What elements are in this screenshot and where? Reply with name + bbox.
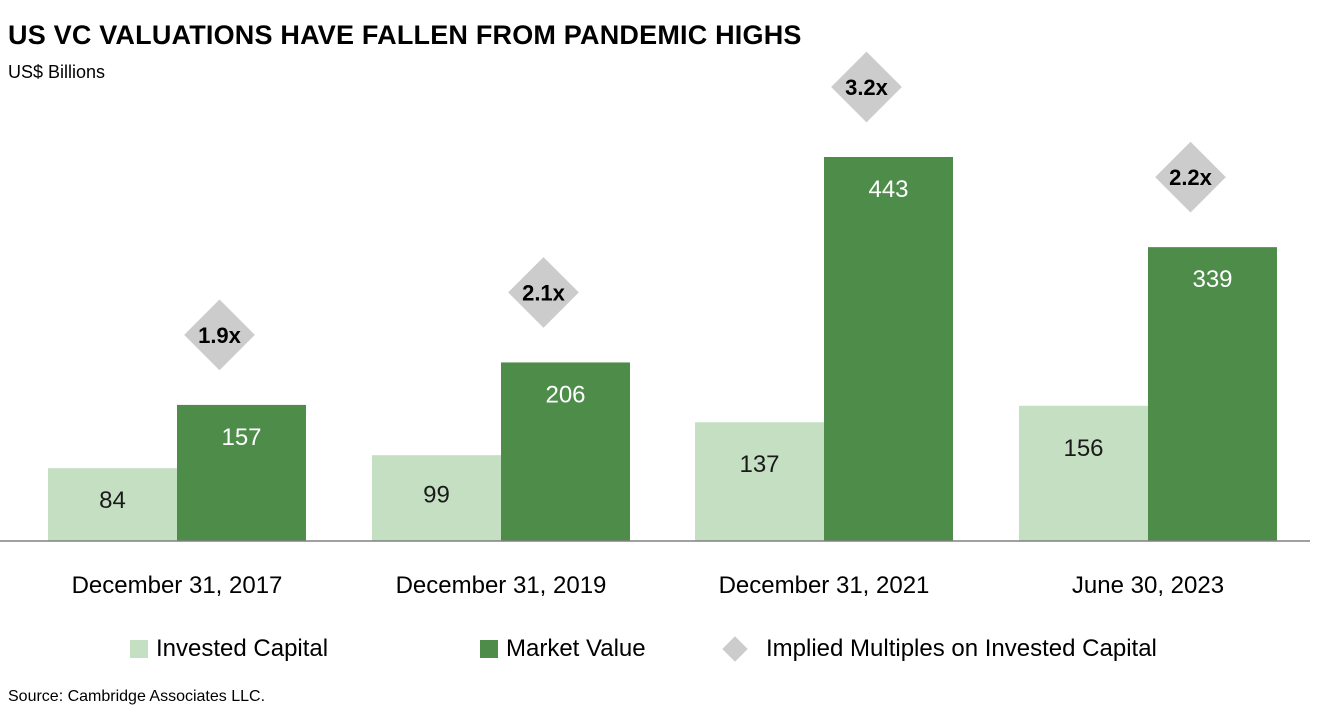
bar-market-value	[177, 404, 306, 541]
multiple-label: 2.2x	[1169, 165, 1213, 190]
bar-chart: 84 157 1.9x December 31, 2017 99 206 2.1x Decem…	[0, 51, 1310, 599]
legend-item-invested-capital: Invested Capital	[130, 632, 328, 666]
data-label: 206	[545, 381, 585, 408]
data-label: 156	[1063, 435, 1103, 462]
multiple-label: 2.1x	[522, 280, 566, 305]
legend: Invested Capital Market Value Implied Mu…	[0, 632, 1320, 666]
multiple-diamond	[1155, 141, 1226, 213]
x-tick-label: December 31, 2017	[72, 572, 283, 599]
bar-invested-capital	[48, 468, 177, 541]
bar-invested-capital	[372, 455, 501, 541]
bar-invested-capital	[1019, 405, 1148, 541]
multiple-label: 1.9x	[198, 323, 242, 348]
data-label: 137	[739, 451, 779, 478]
bar-market-value	[1148, 247, 1277, 541]
bar-market-value	[824, 157, 953, 541]
legend-label-market-value: Market Value	[506, 635, 646, 662]
bar-invested-capital	[695, 422, 824, 541]
legend-diamond-icon	[722, 636, 748, 662]
legend-item-implied-multiples: Implied Multiples on Invested Capital	[722, 632, 1157, 666]
bar-market-value	[501, 362, 630, 541]
legend-item-market-value: Market Value	[480, 632, 646, 666]
legend-label-invested-capital: Invested Capital	[156, 635, 329, 662]
data-label: 339	[1192, 266, 1232, 293]
legend-swatch-market-value	[480, 640, 498, 658]
multiple-diamond	[508, 257, 579, 328]
data-label: 99	[423, 481, 450, 508]
legend-label-implied-multiples: Implied Multiples on Invested Capital	[766, 635, 1157, 662]
data-label: 443	[868, 176, 908, 203]
multiple-diamond	[184, 299, 255, 371]
legend-swatch-invested-capital	[130, 640, 148, 658]
x-tick-label: December 31, 2019	[396, 572, 607, 599]
x-tick-label: June 30, 2023	[1072, 572, 1224, 599]
data-label: 157	[221, 424, 261, 451]
chart-subtitle: US$ Billions	[8, 62, 106, 82]
source-note: Source: Cambridge Associates LLC.	[8, 688, 266, 705]
chart-title: US VC VALUATIONS HAVE FALLEN FROM PANDEM…	[8, 20, 802, 50]
data-label: 84	[99, 487, 126, 514]
multiple-label: 3.2x	[845, 75, 889, 100]
x-tick-label: December 31, 2021	[719, 572, 930, 599]
